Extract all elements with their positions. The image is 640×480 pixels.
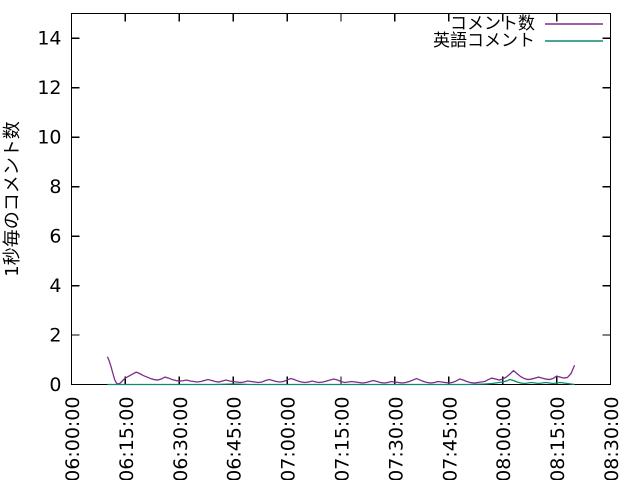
- x-axis: 06:00:00 06:15:00 06:30:00 06:45:00 07:00:00…: [62, 13, 623, 480]
- x-tick-label: 07:15:00: [332, 397, 354, 480]
- x-tick-label: 06:15:00: [116, 397, 138, 480]
- y-axis: 0 2 4 6 8 10 12 14: [37, 28, 611, 396]
- legend-label-2: 英語コメント: [433, 31, 535, 51]
- axis-frame: [70, 12, 612, 386]
- y-tick-label: 6: [49, 226, 61, 248]
- y-tick-label: 12: [37, 77, 61, 99]
- series-line-1: [106, 356, 576, 385]
- series-line-2: [107, 378, 575, 386]
- x-tick-label: 08:00:00: [493, 397, 515, 480]
- y-tick-label: 14: [37, 28, 61, 50]
- x-tick-label: 08:15:00: [547, 397, 569, 480]
- y-tick-label: 10: [37, 127, 61, 149]
- y-tick-label: 0: [49, 374, 61, 396]
- y-axis-title: 1秒毎のコメント数: [2, 121, 23, 276]
- x-tick-label: 08:30:00: [601, 397, 623, 480]
- x-tick-label: 07:45:00: [439, 397, 461, 480]
- y-tick-label: 4: [49, 275, 61, 297]
- x-tick-label: 06:30:00: [170, 397, 192, 480]
- legend-label-1: コメント数: [450, 14, 535, 34]
- x-tick-label: 07:30:00: [385, 397, 407, 480]
- plot-frame: [70, 12, 612, 386]
- series-group: [106, 356, 576, 386]
- x-tick-label: 06:45:00: [224, 397, 246, 480]
- y-tick-label: 2: [49, 325, 61, 347]
- x-tick-label: 07:00:00: [278, 397, 300, 480]
- y-tick-label: 8: [49, 176, 61, 198]
- x-tick-label: 06:00:00: [62, 397, 84, 480]
